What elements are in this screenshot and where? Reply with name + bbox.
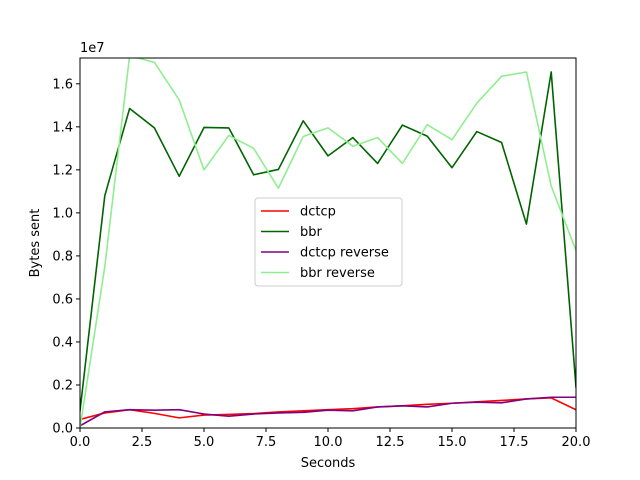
series-line-3: [80, 58, 576, 428]
x-tick-label: 2.5: [132, 435, 153, 450]
legend-label-0: dctcp: [300, 205, 336, 220]
series-line-1: [80, 71, 576, 412]
legend-label-3: bbr reverse: [300, 266, 375, 281]
x-tick-label: 5.0: [194, 435, 215, 450]
x-tick-label: 15.0: [438, 435, 467, 450]
y-axis-label: Bytes sent: [28, 209, 43, 278]
legend: dctcp bbr dctcp reverse bbr reverse: [254, 197, 403, 287]
x-tick-label: 0.0: [70, 435, 91, 450]
legend-label-1: bbr: [300, 225, 323, 240]
y-tick-label: 0.8: [52, 249, 73, 264]
y-tick-label: 1.0: [52, 206, 73, 221]
x-tick-label: 17.5: [500, 435, 529, 450]
legend-box: [254, 197, 403, 287]
x-axis-label: Seconds: [301, 456, 356, 471]
y-tick-label: 0.6: [52, 292, 73, 307]
legend-label-2: dctcp reverse: [300, 246, 389, 261]
x-tick-label: 12.5: [376, 435, 405, 450]
y-tick-label: 1.4: [52, 120, 73, 135]
x-tick-label: 10.0: [314, 435, 343, 450]
y-offset-label: 1e7: [80, 41, 105, 56]
series-line-2: [80, 396, 576, 427]
y-tick-label: 0.0: [52, 422, 73, 437]
y-tick-label: 0.4: [52, 335, 73, 350]
y-tick-label: 1.6: [52, 77, 73, 92]
y-tick-label: 1.2: [52, 163, 73, 178]
x-tick-label: 20.0: [562, 435, 591, 450]
y-tick-label: 0.2: [52, 378, 73, 393]
x-tick-label: 7.5: [256, 435, 277, 450]
